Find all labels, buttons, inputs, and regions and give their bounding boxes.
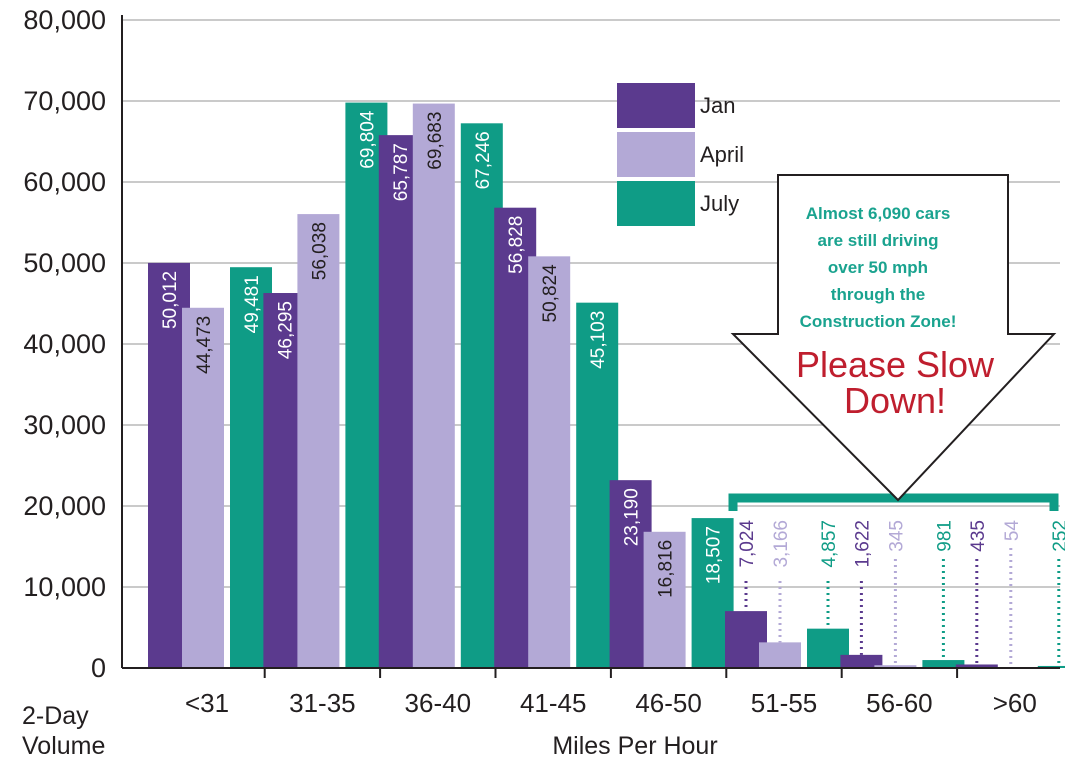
y-tick-label: 0 (91, 653, 106, 683)
y-tick-label: 80,000 (23, 5, 106, 35)
data-label: 69,683 (425, 112, 446, 170)
y-tick-label: 40,000 (23, 329, 106, 359)
legend-label-april: April (700, 142, 744, 167)
data-label: 54 (1002, 520, 1023, 542)
bar-jan (955, 664, 998, 668)
legend-swatch-jan (617, 83, 695, 128)
axes (121, 15, 1060, 669)
x-tick-label: <31 (185, 688, 229, 718)
data-label: 4,857 (819, 520, 840, 568)
over-50-bracket (728, 493, 1059, 511)
bar-april (874, 665, 917, 668)
y-axis-title-line-1: 2-Day (22, 702, 89, 730)
callout-note-line-4: through the (831, 285, 925, 304)
y-tick-label: 70,000 (23, 86, 106, 116)
callout-note-line-2: are still driving (818, 231, 939, 250)
data-label: 69,804 (357, 110, 378, 169)
x-tick-label: 46-50 (635, 688, 702, 718)
data-label: 18,507 (704, 526, 725, 584)
y-tick-label: 60,000 (23, 167, 106, 197)
bars (148, 102, 1065, 669)
data-label: 16,816 (656, 540, 677, 598)
data-label: 67,246 (473, 131, 494, 189)
data-label: 50,012 (160, 271, 181, 329)
x-tick-label: 41-45 (520, 688, 587, 718)
x-axis-title: Miles Per Hour (552, 732, 717, 760)
x-tick-label: 51-55 (751, 688, 818, 718)
bar-jan (840, 654, 883, 668)
callout-down: Down! (844, 380, 946, 421)
data-label: 45,103 (588, 311, 609, 369)
data-label: 981 (934, 520, 955, 552)
data-label: 56,038 (309, 222, 330, 280)
data-label: 23,190 (622, 488, 643, 546)
data-label: 46,295 (275, 301, 296, 359)
data-label: 56,828 (506, 216, 527, 274)
y-tick-label: 10,000 (23, 572, 106, 602)
bar-july (1037, 665, 1065, 668)
data-label: 252 (1050, 520, 1065, 552)
callout-note-line-3: over 50 mph (828, 258, 928, 277)
bar-april (182, 307, 224, 668)
x-axis-category-labels: <31 31-35 36-40 41-45 46-50 51-55 56-60 >60 (185, 668, 1037, 718)
data-label: 49,481 (242, 275, 263, 333)
y-tick-label: 30,000 (23, 410, 106, 440)
x-tick-label: 56-60 (866, 688, 933, 718)
x-tick-label: 36-40 (405, 688, 472, 718)
bar-april (412, 103, 455, 669)
x-tick-label: >60 (993, 688, 1037, 718)
bar-april (297, 214, 340, 668)
callout-arrow: Almost 6,090 cars are still driving over… (730, 174, 1057, 502)
y-tick-label: 20,000 (23, 491, 106, 521)
y-tick-label: 50,000 (23, 248, 106, 278)
bar-july (922, 660, 965, 668)
data-label: 3,166 (771, 520, 792, 568)
y-axis-title-line-2: Volume (22, 732, 105, 760)
legend-label-jan: Jan (700, 93, 735, 118)
callout-please-slow: Please Slow (796, 344, 995, 385)
callout-note-line-5: Construction Zone! (800, 312, 957, 331)
data-label: 1,622 (852, 520, 873, 568)
data-label: 65,787 (391, 143, 412, 201)
y-axis-tick-labels: 0 10,000 20,000 30,000 40,000 50,000 60,000 70,… (23, 5, 106, 683)
data-label: 435 (968, 520, 989, 552)
callout-note-line-1: Almost 6,090 cars (806, 204, 951, 223)
legend-label-july: July (700, 191, 739, 216)
legend: Jan April July (617, 83, 744, 226)
bar-april (528, 256, 571, 668)
data-label: 44,473 (194, 316, 215, 374)
bar-april (759, 642, 801, 668)
data-label: 50,824 (540, 264, 561, 323)
legend-swatch-july (617, 181, 695, 226)
data-label: 345 (886, 520, 907, 552)
legend-swatch-april (617, 132, 695, 177)
callout-arrow-shape (730, 174, 1057, 502)
data-label: 7,024 (737, 520, 758, 568)
x-tick-label: 31-35 (289, 688, 356, 718)
bar-april (643, 531, 686, 668)
data-labels: 50,012 44,473 49,481 46,295 56,038 69,804 65,7… (160, 110, 1065, 668)
